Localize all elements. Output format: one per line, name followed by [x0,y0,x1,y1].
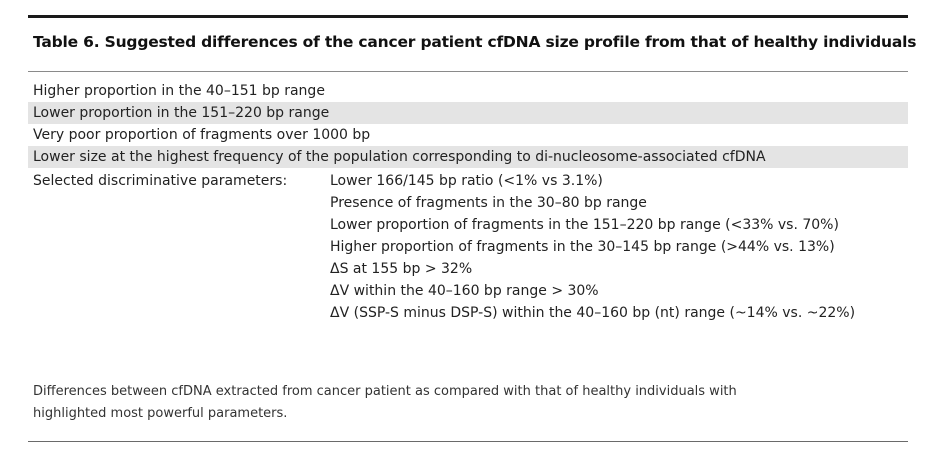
param-item: ΔV within the 40–160 bp range > 30% [330,283,599,299]
param-item: ΔS at 155 bp > 32% [330,261,473,277]
param-item: Lower proportion of fragments in the 151… [330,217,839,233]
params-list: Lower 166/145 bp ratio (<1% vs 3.1%) Pre… [330,170,855,324]
param-item: Presence of fragments in the 30–80 bp ra… [330,195,647,211]
footnote-line: highlighted most powerful parameters. [33,406,288,421]
table-bottom-rule [28,441,908,442]
table-body: Higher proportion in the 40–151 bp range… [28,80,908,168]
table-top-rule [28,15,908,18]
table-row: Very poor proportion of fragments over 1… [33,127,371,143]
table-footnote: Differences between cfDNA extracted from… [33,381,893,425]
params-label: Selected discriminative parameters: [33,173,288,189]
table-row: Lower size at the highest frequency of t… [28,146,908,168]
param-item: Lower 166/145 bp ratio (<1% vs 3.1%) [330,173,603,189]
footnote-line: Differences between cfDNA extracted from… [33,384,737,399]
table-row: Higher proportion in the 40–151 bp range [33,83,325,99]
title-divider [28,71,908,72]
param-item: Higher proportion of fragments in the 30… [330,239,835,255]
table-title: Table 6. Suggested differences of the ca… [33,33,917,51]
param-item: ΔV (SSP-S minus DSP-S) within the 40–160… [330,305,856,321]
table-row: Lower proportion in the 151–220 bp range [28,102,908,124]
